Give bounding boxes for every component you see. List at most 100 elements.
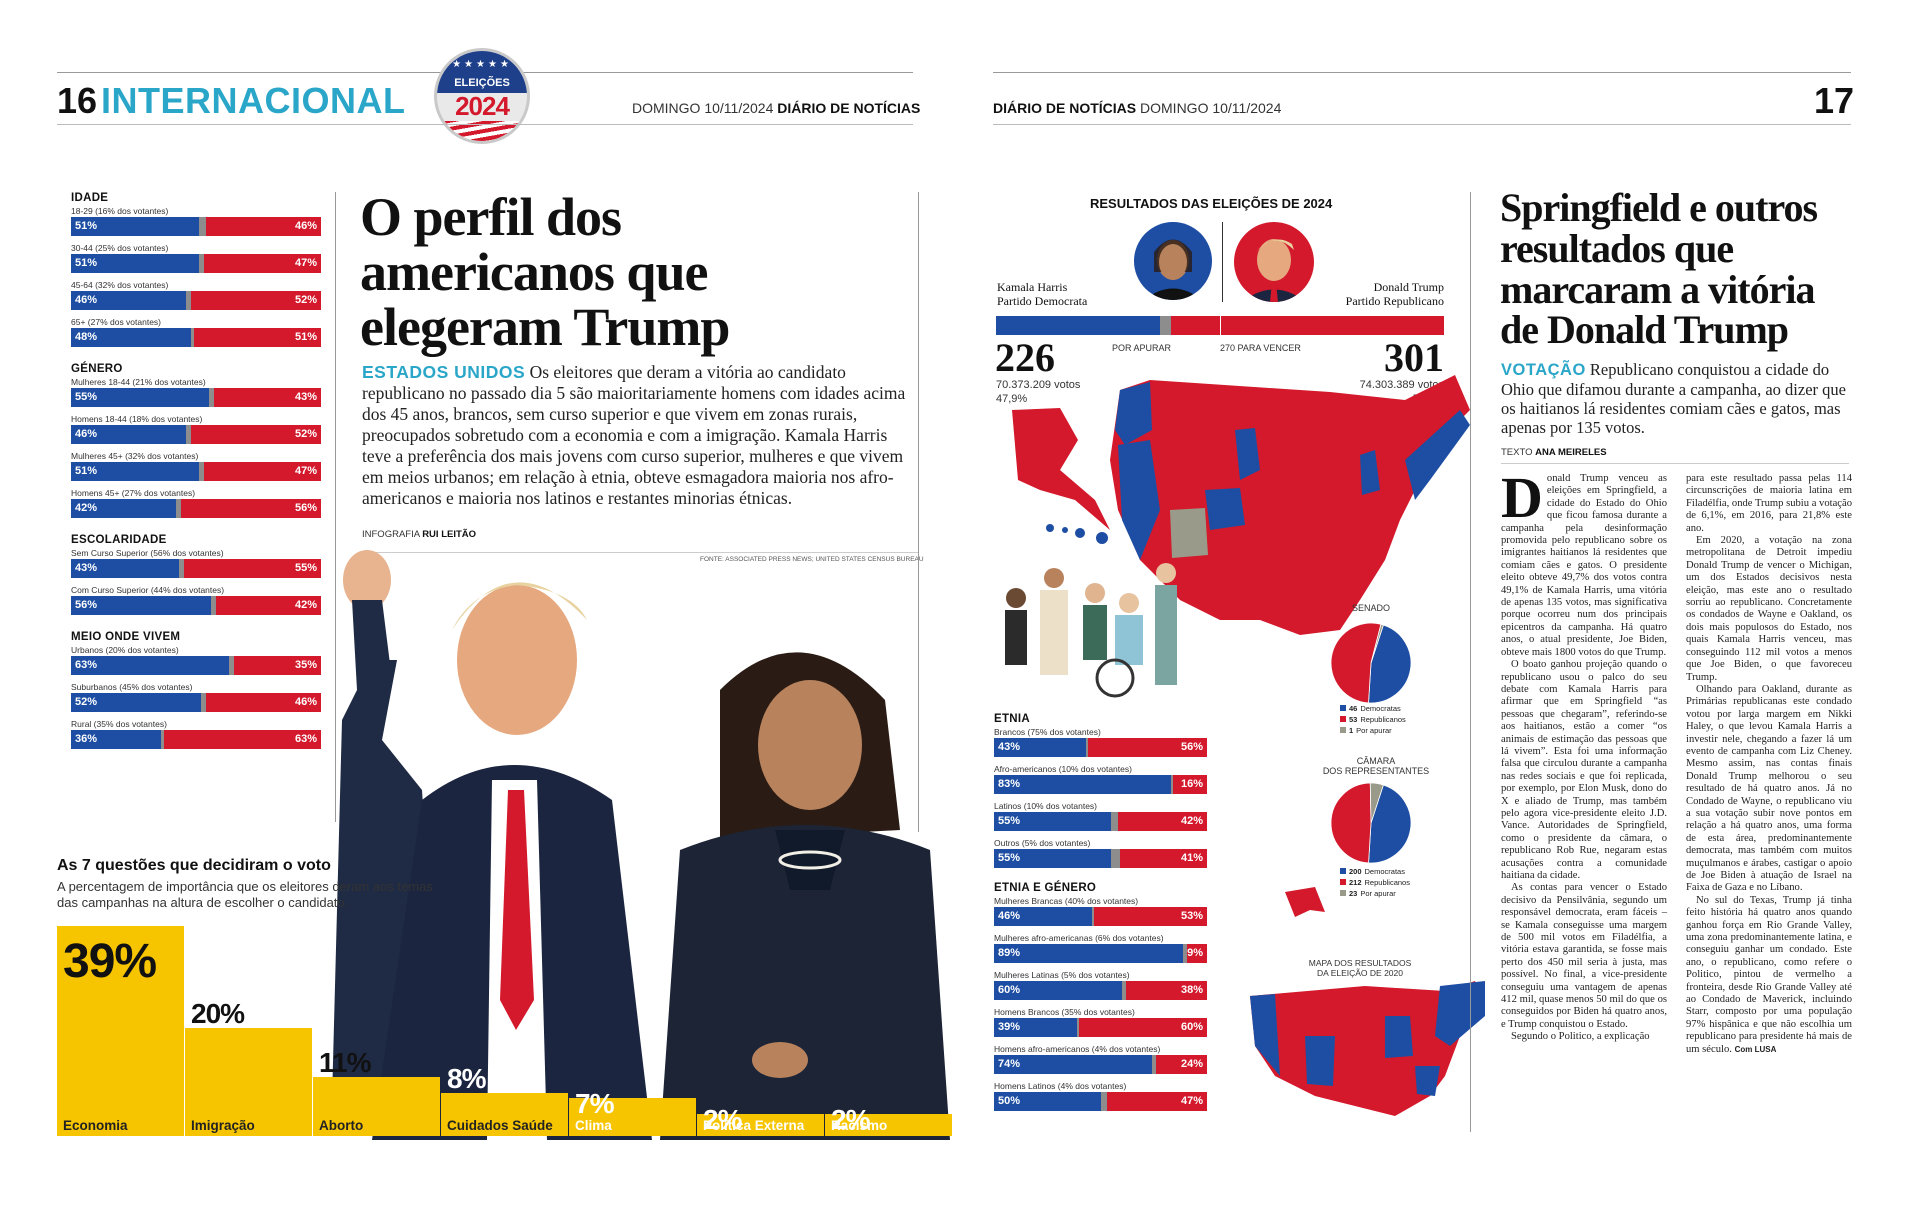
rep-share-bar: 53% <box>1094 907 1207 926</box>
stat-row-label: Homens 18-44 (18% dos votantes) <box>71 414 203 424</box>
article-p6: Em 2020, a votação na zona metropolitana… <box>1686 535 1852 683</box>
rep-share-bar: 46% <box>206 217 321 236</box>
senate-title: SENADO <box>1352 603 1391 613</box>
stat-group-title: MEIO ONDE VIVEM <box>71 631 181 643</box>
other-share-bar <box>176 499 181 518</box>
stat-bar: 63% 35% <box>71 656 321 675</box>
us-map-2024 <box>1000 370 1490 650</box>
legend-label: Por apurar <box>1360 889 1396 898</box>
stat-row-label: Mulheres Brancas (40% dos votantes) <box>994 896 1139 906</box>
dem-share-bar: 51% <box>71 254 199 273</box>
article-col-2: para este resultado passa pelas 114 circ… <box>1686 473 1852 1056</box>
dem-share-bar: 55% <box>71 388 209 407</box>
dem-share-bar: 74% <box>994 1055 1152 1074</box>
article-col-1: D onald Trump venceu as eleições em Spri… <box>1501 469 1667 1044</box>
rep-share-bar: 43% <box>213 388 321 407</box>
trump-photo <box>312 540 732 1140</box>
stat-bar: 46% 52% <box>71 425 321 444</box>
dem-share-bar: 51% <box>71 217 199 236</box>
rep-share-bar: 47% <box>203 254 321 273</box>
elections-badge: ★★★★★ ELEIÇÕES 2024 <box>434 48 530 144</box>
dem-share-bar: 83% <box>994 775 1171 794</box>
article-p8: No sul do Texas, Trump já tinha feito hi… <box>1686 895 1852 1056</box>
question-label: Imigração <box>191 1118 255 1133</box>
other-share-bar <box>201 693 206 712</box>
left-header-info: DOMINGO 10/11/2024 DIÁRIO DE NOTÍCIAS <box>632 100 920 116</box>
pie-slice <box>1368 624 1412 704</box>
rep-share-bar: 24% <box>1155 1055 1207 1074</box>
harris-portrait <box>1134 222 1212 300</box>
stat-group-title: GÉNERO <box>71 363 123 375</box>
other-share-bar <box>191 328 194 347</box>
question-pct: 7% <box>575 1088 614 1120</box>
badge-line1: ELEIÇÕES <box>454 77 510 89</box>
legend-swatch <box>1340 879 1346 885</box>
legend-label: Democratas <box>1360 704 1401 713</box>
left-lead-kicker: ESTADOS UNIDOS <box>362 362 526 382</box>
stat-group-title: ESCOLARIDADE <box>71 534 167 546</box>
stat-bar: 52% 46% <box>71 693 321 712</box>
stat-group-title: ETNIA <box>994 713 1030 725</box>
legend-item: 212 Republicanos <box>1340 877 1410 888</box>
dem-share-bar: 55% <box>994 812 1112 831</box>
other-share-bar <box>228 656 234 675</box>
question-bar <box>441 1092 568 1136</box>
right-page-number: 17 <box>1814 80 1855 121</box>
other-share-bar <box>1111 849 1120 868</box>
other-share-bar <box>1121 981 1127 1000</box>
dem-share-bar: 46% <box>71 291 186 310</box>
dem-share-bar: 50% <box>994 1092 1101 1111</box>
other-share-bar <box>186 291 191 310</box>
right-date: DOMINGO 10/11/2024 <box>1140 100 1282 116</box>
stat-row-label: Homens 45+ (27% dos votantes) <box>71 488 196 498</box>
rep-share-bar: 51% <box>193 328 321 347</box>
rep-share-bar: 47% <box>203 462 321 481</box>
other-share-bar <box>178 559 184 578</box>
rep-share-bar: 47% <box>1106 1092 1207 1111</box>
stat-row-label: 45-64 (32% dos votantes) <box>71 280 169 290</box>
question-pct: 11% <box>319 1046 371 1078</box>
stat-bar: 46% 53% <box>994 907 1207 926</box>
pie-slice <box>1330 622 1382 704</box>
texto-name: ANA MEIRELES <box>1535 447 1607 458</box>
left-stats-column: IDADE 18-29 (16% dos votantes) 51% 46% 30-44… <box>71 192 321 756</box>
legend-swatch <box>1340 716 1346 722</box>
other-share-bar <box>1091 907 1095 926</box>
question-bar <box>185 1028 312 1136</box>
stat-bar: 51% 47% <box>71 462 321 481</box>
question-bar <box>825 1114 952 1136</box>
other-share-bar <box>198 217 206 236</box>
stat-bar: 55% 41% <box>994 849 1207 868</box>
stat-bar: 51% 46% <box>71 217 321 236</box>
legend-label: Por apurar <box>1356 726 1392 735</box>
right-header-info: DIÁRIO DE NOTÍCIAS DOMINGO 10/11/2024 <box>993 100 1281 116</box>
stat-bar: 50% 47% <box>994 1092 1207 1111</box>
other-share-bar <box>1151 1055 1156 1074</box>
legend-swatch <box>1340 890 1346 896</box>
trump-name: Donald Trump <box>1373 280 1444 294</box>
harris-ev-bar <box>996 316 1160 335</box>
left-date: DOMINGO 10/11/2024 <box>632 100 774 116</box>
stat-row-label: Mulheres 18-44 (21% dos votantes) <box>71 377 206 387</box>
stat-row-label: Outros (5% dos votantes) <box>994 838 1091 848</box>
map-2020-line1: MAPA DOS RESULTADOS <box>1308 958 1412 968</box>
other-share-bar <box>1085 738 1088 757</box>
stat-row-label: Sem Curso Superior (56% dos votantes) <box>71 548 224 558</box>
house-title-1: CÂMARA <box>1356 756 1396 766</box>
harris-votes: 70.373.209 votos 47,9% <box>996 378 1080 406</box>
stat-group-title: IDADE <box>71 192 109 204</box>
stat-bar: 51% 47% <box>71 254 321 273</box>
dem-share-bar: 48% <box>71 328 191 347</box>
harris-name: Kamala Harris <box>997 280 1068 294</box>
stat-row-label: Rural (35% dos votantes) <box>71 719 167 729</box>
dem-share-bar: 43% <box>71 559 179 578</box>
other-share-bar <box>186 425 191 444</box>
legend-count: 212 <box>1349 878 1362 887</box>
right-lead: VOTAÇÃO Republicano conquistou a cidade … <box>1501 360 1846 437</box>
alaska-2020 <box>1280 882 1340 927</box>
com-lusa: Com LUSA <box>1734 1044 1777 1054</box>
stat-row-label: Mulheres Latinas (5% dos votantes) <box>994 970 1130 980</box>
dem-share-bar: 60% <box>994 981 1122 1000</box>
legend-count: 23 <box>1349 889 1358 898</box>
stat-bar: 36% 63% <box>71 730 321 749</box>
